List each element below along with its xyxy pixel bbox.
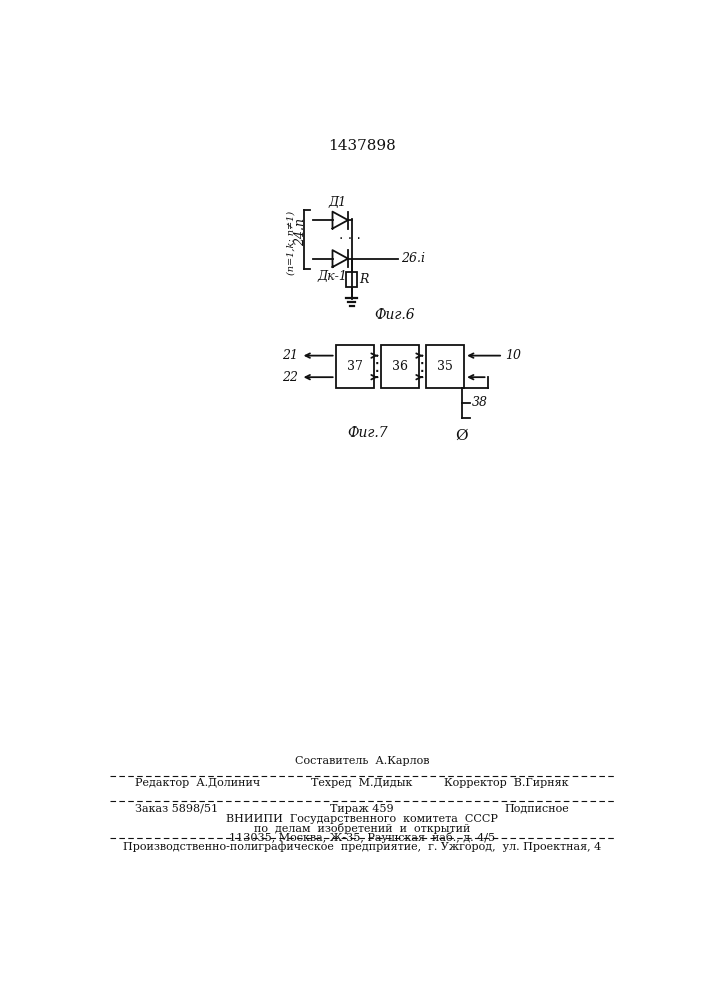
Text: 113035, Москва, Ж-35, Раушская  наб., д. 4/5: 113035, Москва, Ж-35, Раушская наб., д. … bbox=[229, 832, 495, 843]
Text: по  делам  изобретений  и  открытий: по делам изобретений и открытий bbox=[254, 823, 470, 834]
Text: Фиг.6: Фиг.6 bbox=[374, 308, 415, 322]
Text: 35: 35 bbox=[437, 360, 452, 373]
Text: · · ·: · · · bbox=[339, 232, 361, 246]
Bar bbox=[336, 345, 374, 388]
Bar bbox=[426, 345, 464, 388]
Text: 21: 21 bbox=[281, 349, 298, 362]
Text: Тираж 459: Тираж 459 bbox=[330, 804, 394, 814]
Text: Заказ 5898/51: Заказ 5898/51 bbox=[135, 804, 218, 814]
Text: Составитель  А.Карлов: Составитель А.Карлов bbox=[295, 756, 429, 766]
Text: Корректор  В.Гирняк: Корректор В.Гирняк bbox=[445, 778, 569, 788]
Text: Подписное: Подписное bbox=[504, 804, 569, 814]
Text: 38: 38 bbox=[472, 396, 488, 409]
Text: Техред  М.Дидык: Техред М.Дидык bbox=[311, 778, 413, 788]
Text: Дк-1: Дк-1 bbox=[317, 270, 347, 283]
Text: 36: 36 bbox=[392, 360, 408, 373]
Text: Производственно-полиграфическое  предприятие,  г. Ужгород,  ул. Проектная, 4: Производственно-полиграфическое предприя… bbox=[123, 841, 601, 852]
Text: 22: 22 bbox=[281, 371, 298, 384]
Text: :: : bbox=[374, 357, 380, 376]
Bar bbox=[346, 272, 357, 287]
Text: 24.n: 24.n bbox=[294, 218, 308, 246]
Text: Д1: Д1 bbox=[329, 196, 347, 209]
Text: ВНИИПИ  Государственного  комитета  СССР: ВНИИПИ Государственного комитета СССР bbox=[226, 814, 498, 824]
Text: 37: 37 bbox=[347, 360, 363, 373]
Text: 1437898: 1437898 bbox=[328, 139, 396, 153]
Text: Ø: Ø bbox=[455, 429, 468, 443]
Text: R: R bbox=[360, 273, 369, 286]
Bar bbox=[380, 345, 419, 388]
Text: (n=1,k; n≠1): (n=1,k; n≠1) bbox=[287, 211, 296, 275]
Text: Фиг.7: Фиг.7 bbox=[347, 426, 387, 440]
Text: 10: 10 bbox=[506, 349, 521, 362]
Text: 26.i: 26.i bbox=[401, 252, 425, 265]
Text: Редактор  А.Долинич: Редактор А.Долинич bbox=[135, 778, 260, 788]
Text: :: : bbox=[419, 357, 426, 376]
